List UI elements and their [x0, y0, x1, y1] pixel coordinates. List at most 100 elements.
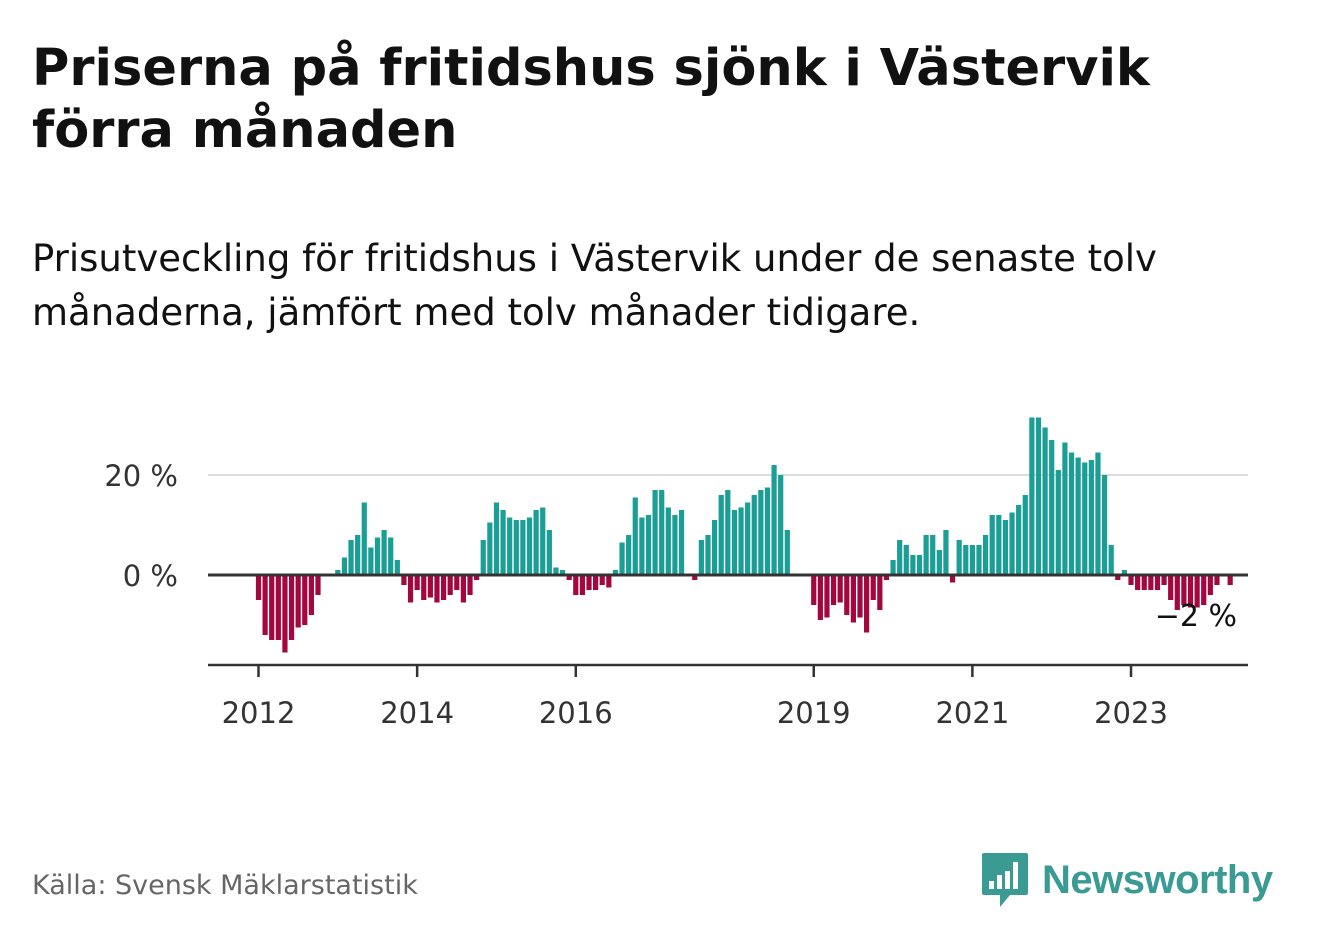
x-tick-label: 2023: [1094, 696, 1168, 730]
bar: [870, 575, 876, 600]
bar: [427, 575, 433, 598]
bar: [1029, 417, 1035, 575]
bar: [989, 515, 995, 575]
bar: [599, 575, 605, 585]
bar: [388, 537, 394, 575]
bar: [308, 575, 314, 615]
bar: [864, 575, 870, 633]
bar: [645, 515, 652, 575]
labels-layer: 0 % 20 % 2012 2014 2016 2019 2021 2023 −2 %: [104, 459, 1237, 730]
bar: [341, 557, 348, 575]
y-tick-label: 20 %: [104, 459, 178, 493]
bar: [930, 535, 936, 575]
bar: [381, 530, 387, 575]
bar: [507, 517, 513, 575]
bar: [546, 530, 552, 575]
bar: [593, 575, 599, 590]
bar: [751, 495, 757, 575]
bar: [401, 575, 407, 585]
bar: [1194, 575, 1200, 608]
bar: [711, 520, 718, 575]
bar: [784, 530, 790, 575]
bar: [288, 575, 295, 640]
bar: [526, 517, 533, 575]
bar: [665, 507, 671, 575]
bar: [678, 510, 685, 575]
bar: [579, 575, 585, 595]
bar: [1108, 545, 1114, 575]
bar: [1181, 575, 1187, 605]
bar: [474, 575, 480, 580]
bar: [480, 540, 486, 575]
bar: [1115, 575, 1121, 580]
bar: [778, 475, 784, 575]
bar: [1161, 575, 1167, 585]
bar: [903, 545, 909, 575]
bar: [255, 575, 262, 600]
bar: [956, 540, 962, 575]
bar: [969, 545, 975, 575]
bar: [447, 575, 453, 595]
bar: [639, 517, 645, 575]
bar: [1002, 520, 1009, 575]
x-tick-label: 2012: [222, 696, 296, 730]
bar: [1068, 452, 1075, 575]
x-tick-label: 2014: [380, 696, 454, 730]
bar: [910, 555, 916, 575]
bar: [1088, 460, 1094, 575]
bar: [460, 575, 467, 603]
chart-subtitle: Prisutveckling för fritidshus i Västervi…: [32, 237, 1157, 334]
bar: [414, 575, 420, 590]
bar: [1075, 457, 1081, 575]
bar: [493, 502, 500, 575]
bar: [1095, 452, 1101, 575]
newsworthy-chart-bubble-icon: [982, 853, 1028, 907]
bar: [361, 502, 367, 575]
bar: [559, 570, 566, 575]
bar: [837, 575, 843, 603]
bar: [1148, 575, 1154, 590]
last-value-label: −2 %: [1155, 599, 1237, 634]
bar: [877, 575, 883, 610]
bar: [606, 575, 612, 588]
bar: [764, 487, 771, 575]
bar: [725, 490, 731, 575]
bar: [897, 540, 903, 575]
source-note: Källa: Svensk Mäklarstatistik: [32, 870, 418, 901]
bar: [421, 575, 427, 600]
bar: [394, 560, 400, 575]
bar: [355, 535, 361, 575]
bar: [1055, 470, 1061, 575]
bar: [612, 570, 619, 575]
bar: [467, 575, 473, 595]
bar: [745, 502, 751, 575]
bar: [672, 515, 678, 575]
bar: [916, 555, 923, 575]
bar: [1128, 575, 1134, 585]
bar: [434, 575, 440, 603]
bar: [963, 545, 969, 575]
bar: [262, 575, 268, 635]
bar: [771, 465, 777, 575]
bar: [923, 535, 929, 575]
bar: [698, 540, 704, 575]
bar: [269, 575, 275, 640]
bar: [626, 535, 632, 575]
bar: [890, 560, 896, 575]
bar: [830, 575, 837, 605]
bar: [540, 507, 546, 575]
bar: [976, 545, 982, 575]
brand-name: Newsworthy: [1042, 857, 1273, 902]
bar: [302, 575, 308, 625]
bar: [1009, 512, 1015, 575]
bar: [738, 507, 744, 575]
bar: [811, 575, 817, 605]
bar: [348, 540, 354, 575]
bar: [949, 575, 956, 583]
bar: [936, 550, 942, 575]
bar: [817, 575, 823, 620]
bar: [374, 537, 381, 575]
bar: [1121, 570, 1128, 575]
bar: [1168, 575, 1174, 600]
bar: [1016, 505, 1022, 575]
